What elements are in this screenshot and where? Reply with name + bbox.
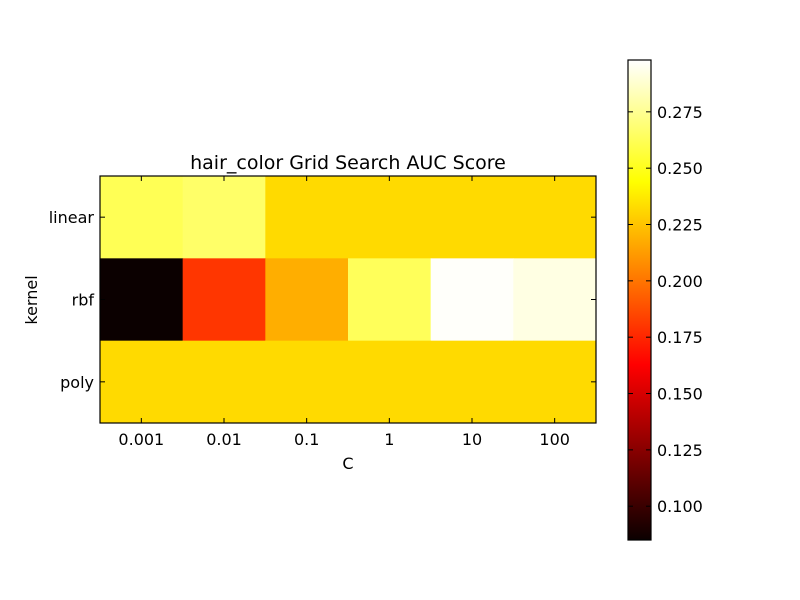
heatmap-cell-poly-100 — [513, 340, 597, 424]
heatmap-cell-poly-0.001 — [100, 340, 184, 424]
x-tick-label: 0.01 — [206, 430, 242, 449]
heatmap-cell-rbf-10 — [430, 258, 514, 342]
x-tick-label: 10 — [462, 430, 482, 449]
y-tick-label: linear — [49, 208, 95, 227]
colorbar-tick-label: 0.175 — [657, 328, 703, 347]
y-tick-label: poly — [60, 373, 94, 392]
colorbar-tick-label: 0.150 — [657, 385, 703, 404]
colorbar-tick-label: 0.250 — [657, 159, 703, 178]
heatmap-cell-linear-100 — [513, 176, 597, 259]
heatmap-cell-linear-0.1 — [265, 176, 349, 259]
x-axis-label: C — [342, 454, 353, 473]
heatmap-cell-poly-1 — [348, 340, 432, 424]
colorbar-tick-label: 0.275 — [657, 103, 703, 122]
heatmap-cells — [100, 176, 597, 424]
x-tick-label: 100 — [539, 430, 570, 449]
x-tick-label: 1 — [384, 430, 394, 449]
y-axis-label: kernel — [22, 275, 41, 324]
heatmap-cell-rbf-100 — [513, 258, 597, 342]
y-tick-label: rbf — [72, 291, 95, 310]
chart-title: hair_color Grid Search AUC Score — [190, 152, 506, 174]
heatmap-cell-rbf-0.1 — [265, 258, 349, 342]
colorbar-gradient — [628, 60, 651, 540]
colorbar-tick-label: 0.100 — [657, 497, 703, 516]
x-tick-label: 0.1 — [294, 430, 319, 449]
heatmap-cell-poly-10 — [430, 340, 514, 424]
heatmap-cell-linear-0.001 — [100, 176, 184, 259]
colorbar-ticks: 0.100 0.125 0.150 0.175 0.200 0.225 0.250 0.275 — [628, 103, 703, 516]
heatmap-cell-linear-10 — [430, 176, 514, 259]
y-axis-ticks: linear rbf poly — [49, 208, 596, 392]
x-tick-label: 0.001 — [118, 430, 164, 449]
heatmap-cell-rbf-0.001 — [100, 258, 184, 342]
colorbar-tick-label: 0.225 — [657, 216, 703, 235]
x-axis-ticks: 0.001 0.01 0.1 1 10 100 — [118, 176, 570, 449]
heatmap-cell-poly-0.1 — [265, 340, 349, 424]
heatmap-cell-poly-0.01 — [182, 340, 266, 424]
heatmap-cell-linear-0.01 — [182, 176, 266, 259]
heatmap-cell-rbf-0.01 — [182, 258, 266, 342]
colorbar-tick-label: 0.200 — [657, 272, 703, 291]
colorbar-tick-label: 0.125 — [657, 441, 703, 460]
colorbar: 0.100 0.125 0.150 0.175 0.200 0.225 0.250 0.275 — [627, 59, 703, 541]
heatmap-cell-rbf-1 — [348, 258, 432, 342]
colorbar-frame — [627, 59, 652, 541]
heatmap-cell-linear-1 — [348, 176, 432, 259]
